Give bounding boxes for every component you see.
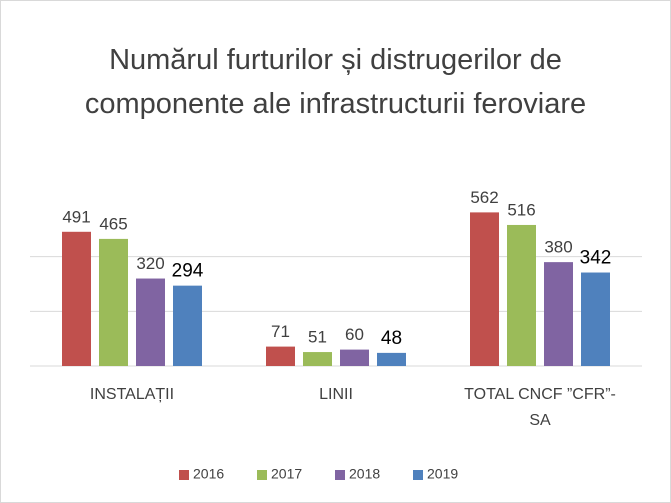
legend-swatch — [413, 470, 423, 480]
value-label: 342 — [580, 248, 612, 269]
value-label: 48 — [381, 328, 402, 349]
value-label: 71 — [271, 322, 290, 341]
bar — [266, 346, 295, 366]
legend-swatch — [335, 470, 345, 480]
chart-title: Numărul furturilor și distrugerilor de c… — [84, 44, 587, 120]
value-label: 380 — [544, 238, 572, 257]
bar — [173, 285, 202, 366]
bar — [340, 349, 369, 366]
bar — [62, 231, 91, 366]
bar — [377, 352, 406, 366]
value-label: 491 — [62, 207, 90, 226]
x-tick-label: INSTALAȚII — [89, 386, 175, 403]
bar — [470, 212, 499, 366]
legend-label: 2018 — [349, 466, 380, 482]
bar — [303, 352, 332, 366]
value-label: 465 — [99, 214, 127, 233]
bar — [581, 272, 610, 366]
legend-label: 2017 — [271, 466, 302, 482]
bar — [136, 278, 165, 366]
legend-swatch — [179, 470, 189, 480]
value-label: 51 — [308, 328, 327, 347]
bar — [99, 238, 128, 366]
value-label: 516 — [507, 200, 535, 219]
value-label: 294 — [172, 261, 204, 282]
value-label: 320 — [136, 254, 164, 273]
value-label: 562 — [470, 188, 498, 207]
value-label: 60 — [345, 325, 364, 344]
legend-label: 2019 — [427, 466, 458, 482]
x-tick-label: LINII — [319, 386, 353, 403]
bar — [544, 262, 573, 366]
x-tick-label: TOTAL CNCF ”CFR”-SA — [464, 386, 616, 429]
bar — [507, 224, 536, 366]
legend-label: 2016 — [193, 466, 224, 482]
legend-swatch — [257, 470, 267, 480]
